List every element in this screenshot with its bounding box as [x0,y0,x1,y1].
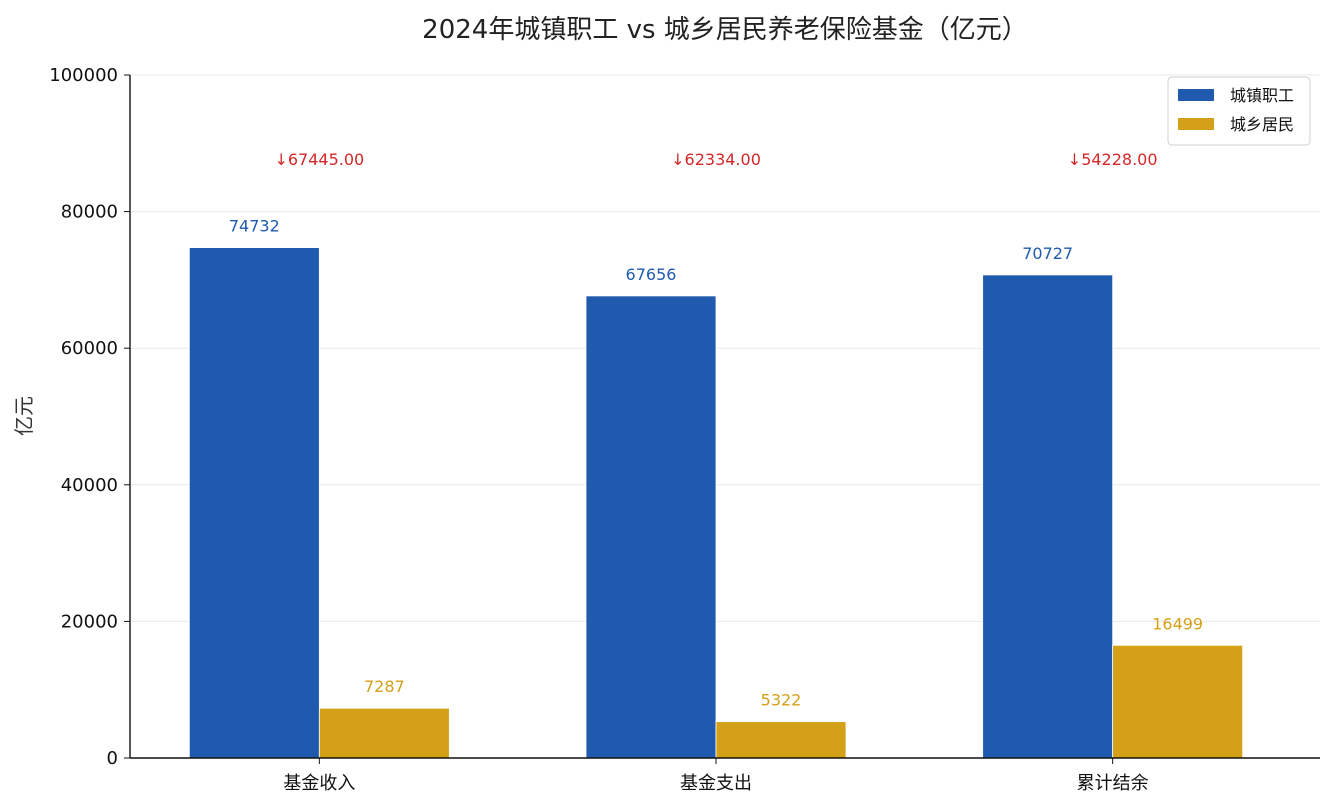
bar-urban-workers [585,295,717,759]
bar-value-label: 70727 [1022,244,1073,263]
legend-swatch [1178,118,1214,130]
axes: 0 20000 40000 60000 80000 100000 基金收入 基金支出 累计结余 [49,65,1320,794]
y-tick-label: 20000 [61,611,118,632]
difference-annotation: ↓54228.00 [1068,150,1158,169]
y-tick-label: 40000 [61,475,118,496]
difference-annotation: ↓62334.00 [671,150,761,169]
legend-label: 城镇职工 [1230,86,1294,105]
chart-title: 2024年城镇职工 vs 城乡居民养老保险基金（亿元） [422,15,1028,45]
bar-urban-rural-residents [715,721,847,759]
x-tick-label: 基金支出 [680,773,752,794]
gridlines [130,74,1320,622]
x-tick-label: 基金收入 [283,773,355,794]
y-tick-label: 0 [107,748,118,769]
bar-value-label: 74732 [229,217,280,236]
data-labels: 74732 7287 ↓67445.00 67656 5322 ↓62334.00 7072… [229,150,1203,710]
bar-urban-rural-residents [318,707,450,759]
bar-value-label: 67656 [626,265,677,284]
bar-urban-workers [188,247,320,759]
y-tick-label: 80000 [61,202,118,223]
bar-urban-rural-residents [1112,644,1244,759]
y-tick-label: 60000 [61,338,118,359]
bar-value-label: 7287 [364,677,405,696]
legend-label: 城乡居民 [1230,115,1294,134]
bars [188,247,1244,759]
bar-urban-workers [982,274,1114,759]
x-tick-label: 累计结余 [1077,773,1149,794]
bar-value-label: 16499 [1152,614,1203,633]
bar-value-label: 5322 [761,691,802,710]
y-tick-label: 100000 [49,65,118,86]
y-axis-label: 亿元 [12,396,36,436]
legend-swatch [1178,89,1214,101]
difference-annotation: ↓67445.00 [274,150,364,169]
